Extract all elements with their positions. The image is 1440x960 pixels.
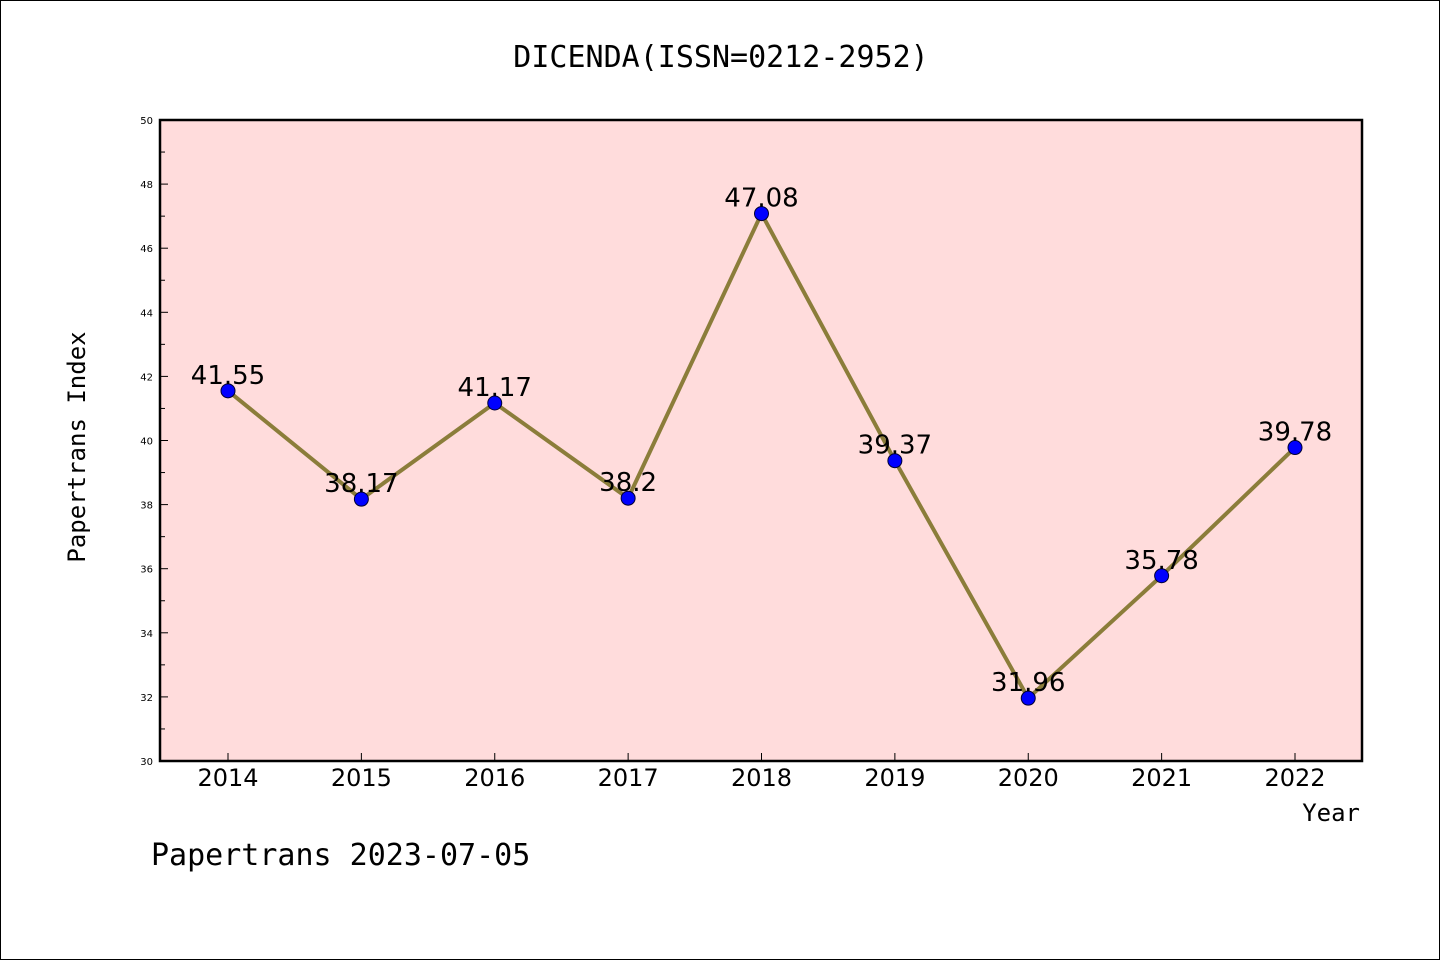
y-tick-label: 30 (140, 757, 153, 768)
data-labels: 41.55 38.17 41.17 38.2 47.08 39.37 31.96 35.78 3… (191, 184, 1332, 699)
data-label: 39.78 (1258, 418, 1332, 448)
y-tick-label: 50 (140, 116, 153, 127)
data-label: 38.2 (599, 468, 657, 498)
data-point (1020, 690, 1036, 706)
x-tick-label: 2017 (598, 764, 659, 792)
y-tick-label: 44 (140, 308, 153, 319)
y-axis: 30 32 34 36 38 40 42 44 46 48 50 (140, 116, 168, 768)
y-tick-label: 34 (140, 629, 153, 640)
x-tick-label: 2016 (464, 764, 525, 792)
data-point (887, 453, 903, 469)
x-tick-label: 2022 (1264, 764, 1325, 792)
data-label: 41.55 (191, 361, 265, 391)
data-point (620, 490, 636, 506)
x-axis-label: Year (1302, 799, 1360, 827)
x-tick-label: 2015 (331, 764, 392, 792)
data-point (1154, 568, 1170, 584)
data-point (220, 383, 236, 399)
x-tick-label: 2020 (998, 764, 1059, 792)
y-axis-label: Papertrans Index (63, 331, 91, 562)
y-tick-label: 46 (140, 244, 153, 255)
data-label: 38.17 (324, 469, 398, 499)
data-point (487, 395, 503, 411)
y-tick-label: 32 (140, 693, 153, 704)
x-tick-label: 2014 (197, 764, 258, 792)
data-label: 41.17 (458, 373, 532, 403)
x-tick-label: 2019 (864, 764, 925, 792)
y-tick-label: 48 (140, 180, 153, 191)
x-axis: 2014 2015 2016 2017 2018 2019 2020 2021 2022 (197, 753, 1326, 792)
data-label: 31.96 (991, 668, 1065, 698)
plot-area (158, 118, 1364, 763)
data-point (353, 491, 369, 507)
series-markers (220, 206, 1303, 706)
data-label: 35.78 (1124, 546, 1198, 576)
x-tick-label: 2021 (1131, 764, 1192, 792)
data-point (1287, 440, 1303, 456)
y-tick-label: 40 (140, 437, 153, 448)
footer-text: Papertrans 2023-07-05 (151, 838, 530, 873)
y-tick-label: 38 (140, 501, 153, 512)
x-tick-label: 2018 (731, 764, 792, 792)
data-label: 47.08 (724, 184, 798, 214)
data-point (754, 206, 769, 222)
chart-title: DICENDA(ISSN=0212-2952) (513, 40, 928, 75)
y-tick-label: 36 (140, 565, 153, 576)
y-tick-label: 42 (140, 372, 153, 383)
data-label: 39.37 (858, 431, 932, 461)
